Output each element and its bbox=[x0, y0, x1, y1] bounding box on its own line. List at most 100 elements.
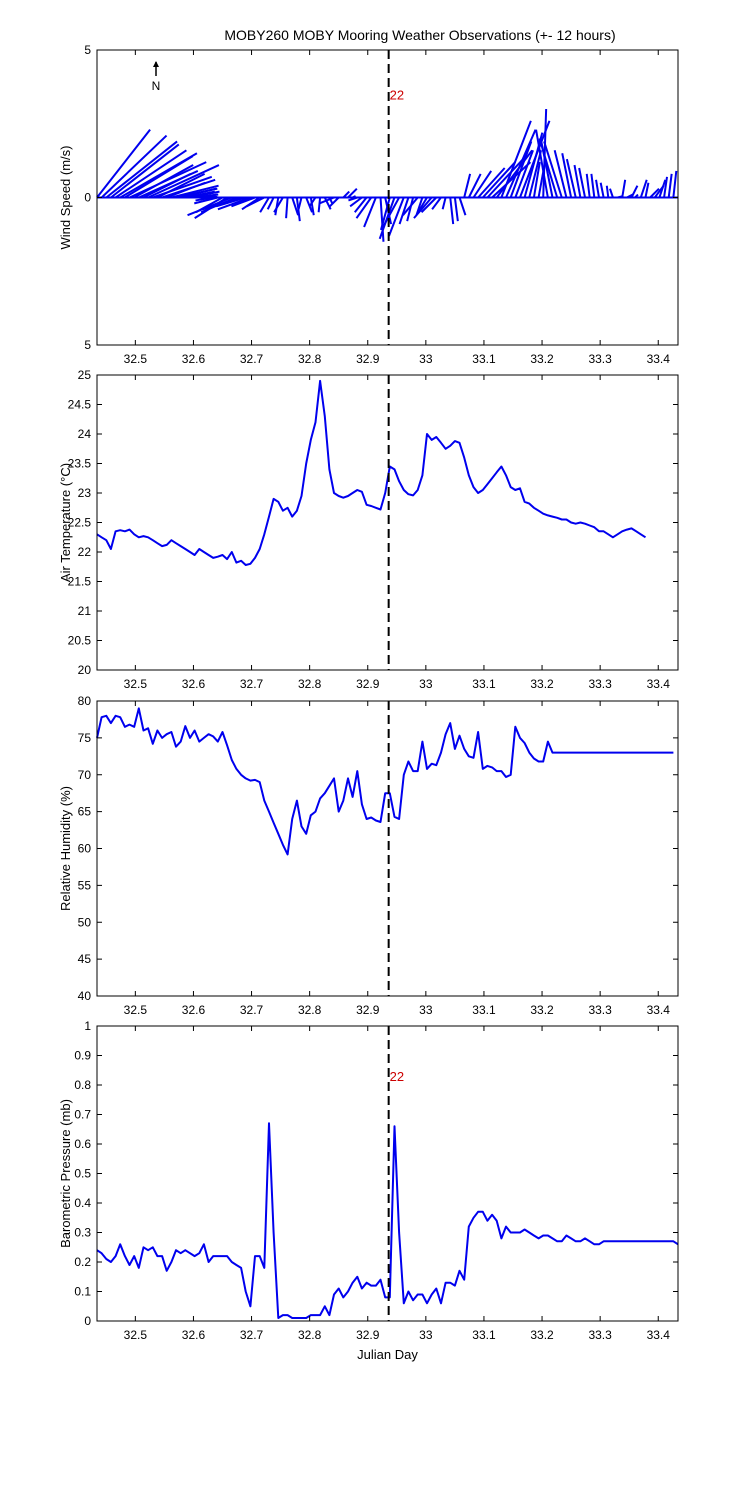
x-tick-label: 32.9 bbox=[356, 677, 380, 691]
y-tick-label: 22 bbox=[78, 545, 92, 559]
wind-stick bbox=[379, 197, 385, 242]
y-tick-label: 21.5 bbox=[68, 575, 92, 589]
y-tick-label: 50 bbox=[78, 915, 92, 929]
y-tick-label: 0 bbox=[84, 1314, 91, 1328]
x-tick-label: 32.6 bbox=[182, 677, 206, 691]
y-tick-label: 20 bbox=[78, 663, 92, 677]
wind-stick bbox=[215, 196, 247, 208]
wind-stick bbox=[486, 155, 527, 199]
wind-stick bbox=[96, 129, 151, 199]
wind-stick bbox=[649, 187, 660, 199]
wind-stick bbox=[553, 150, 568, 198]
air-axes-frame bbox=[96, 374, 679, 671]
x-tick-label: 32.9 bbox=[356, 352, 380, 366]
y-tick-label: 0 bbox=[84, 191, 91, 205]
humidity-ylabel: Relative Humidity (%) bbox=[58, 786, 73, 911]
y-tick-label: 0.1 bbox=[74, 1285, 91, 1299]
air-panel: 32.5 32.6 32.7 32.8 32.9 33 33.1 33.2 33.3 33.4 20… bbox=[58, 368, 679, 691]
wind-stick bbox=[565, 158, 577, 198]
wind-stick bbox=[644, 182, 650, 198]
pressure-ylabel: Barometric Pressure (mb) bbox=[58, 1099, 73, 1248]
humidity-series-line bbox=[96, 707, 674, 856]
y-tick-label: 40 bbox=[78, 989, 92, 1003]
x-tick-label: 32.5 bbox=[124, 1003, 148, 1017]
y-tick-label: 0.5 bbox=[74, 1167, 91, 1181]
wind-stick bbox=[291, 197, 300, 216]
x-tick-label: 33.3 bbox=[588, 352, 612, 366]
x-tick-label: 32.6 bbox=[182, 1003, 206, 1017]
y-tick-label: 70 bbox=[78, 768, 92, 782]
x-tick-label: 33.1 bbox=[472, 352, 496, 366]
wind-stick bbox=[449, 197, 455, 225]
wind-stick bbox=[318, 196, 335, 205]
y-tick-label: 5 bbox=[84, 338, 91, 352]
wind-stick bbox=[535, 129, 549, 198]
wind-stick bbox=[573, 164, 582, 198]
wind-stick bbox=[595, 179, 600, 198]
x-tick-label: 33.3 bbox=[588, 1328, 612, 1342]
wind-stick bbox=[305, 197, 313, 213]
wind-stick bbox=[297, 197, 303, 210]
x-tick-label: 33.4 bbox=[647, 1328, 671, 1342]
north-arrowhead-icon bbox=[153, 61, 159, 67]
y-tick-label: 24.5 bbox=[68, 398, 92, 412]
x-tick-label: 33.1 bbox=[472, 1003, 496, 1017]
x-tick-label: 33.2 bbox=[530, 352, 554, 366]
wind-stick bbox=[413, 196, 433, 219]
wind-stick bbox=[621, 179, 627, 198]
wind-stick bbox=[105, 140, 178, 199]
wind-stick bbox=[348, 196, 358, 202]
wind-stick bbox=[578, 167, 587, 198]
time-marker-label: 22 bbox=[390, 87, 404, 102]
wind-stick bbox=[380, 197, 400, 231]
wind-stick bbox=[514, 149, 534, 198]
wind-stick bbox=[398, 197, 410, 225]
wind-stick bbox=[528, 150, 543, 198]
y-tick-label: 0.7 bbox=[74, 1108, 91, 1122]
x-tick-label: 32.8 bbox=[298, 1003, 322, 1017]
wind-stick bbox=[431, 196, 442, 210]
x-tick-label: 33.3 bbox=[588, 677, 612, 691]
wind-stick bbox=[147, 164, 220, 199]
wind-stick bbox=[309, 197, 315, 216]
wind-stick bbox=[259, 196, 270, 213]
wind-stick bbox=[355, 196, 373, 219]
x-tick-label: 33.1 bbox=[472, 677, 496, 691]
pressure-series-line bbox=[96, 1122, 679, 1319]
wind-stick bbox=[472, 170, 493, 199]
x-tick-label: 33.3 bbox=[588, 1003, 612, 1017]
wind-stick bbox=[342, 190, 350, 199]
wind-stick bbox=[231, 196, 256, 208]
air-ylabel: Air Temperature (°C) bbox=[58, 463, 73, 582]
x-tick-label: 32.6 bbox=[182, 352, 206, 366]
wind-stick bbox=[630, 185, 639, 198]
wind-stick bbox=[308, 196, 317, 207]
x-tick-label: 32.9 bbox=[356, 1003, 380, 1017]
wind-stick bbox=[505, 129, 537, 198]
wind-stick bbox=[639, 179, 648, 198]
wind-stick bbox=[417, 196, 428, 213]
y-tick-label: 80 bbox=[78, 694, 92, 708]
y-tick-label: 55 bbox=[78, 878, 92, 892]
wind-stick bbox=[634, 193, 639, 199]
wind-stick bbox=[166, 181, 206, 199]
y-tick-label: 22.5 bbox=[68, 516, 92, 530]
x-tick-label: 32.8 bbox=[298, 1328, 322, 1342]
wind-stick bbox=[406, 197, 415, 222]
wind-stick bbox=[246, 196, 265, 208]
wind-stick bbox=[195, 196, 214, 202]
pressure-axes-frame bbox=[96, 1025, 679, 1322]
y-tick-label: 0.9 bbox=[74, 1049, 91, 1063]
wind-stick bbox=[658, 179, 667, 198]
wind-stick bbox=[388, 197, 405, 237]
wind-stick bbox=[463, 173, 472, 198]
humidity-axes-frame bbox=[96, 700, 679, 997]
wind-stick bbox=[285, 197, 289, 219]
x-tick-label: 32.7 bbox=[240, 677, 264, 691]
wind-panel: 32.5 32.6 32.7 32.8 32.9 33 33.1 33.2 33.3 33.4 5 0… bbox=[58, 43, 679, 366]
wind-stick bbox=[467, 173, 482, 198]
y-tick-label: 20.5 bbox=[68, 634, 92, 648]
x-tick-label: 33 bbox=[419, 1328, 433, 1342]
x-tick-label: 32.5 bbox=[124, 1328, 148, 1342]
wind-stick bbox=[672, 170, 678, 198]
